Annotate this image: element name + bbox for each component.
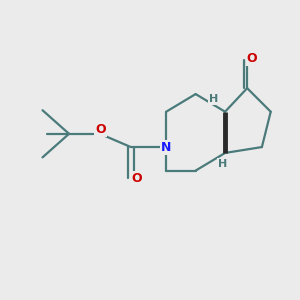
Text: O: O (247, 52, 257, 65)
Text: O: O (95, 124, 106, 136)
Text: N: N (161, 141, 171, 154)
Text: O: O (131, 172, 142, 185)
Text: H: H (218, 159, 227, 169)
Text: H: H (209, 94, 218, 104)
